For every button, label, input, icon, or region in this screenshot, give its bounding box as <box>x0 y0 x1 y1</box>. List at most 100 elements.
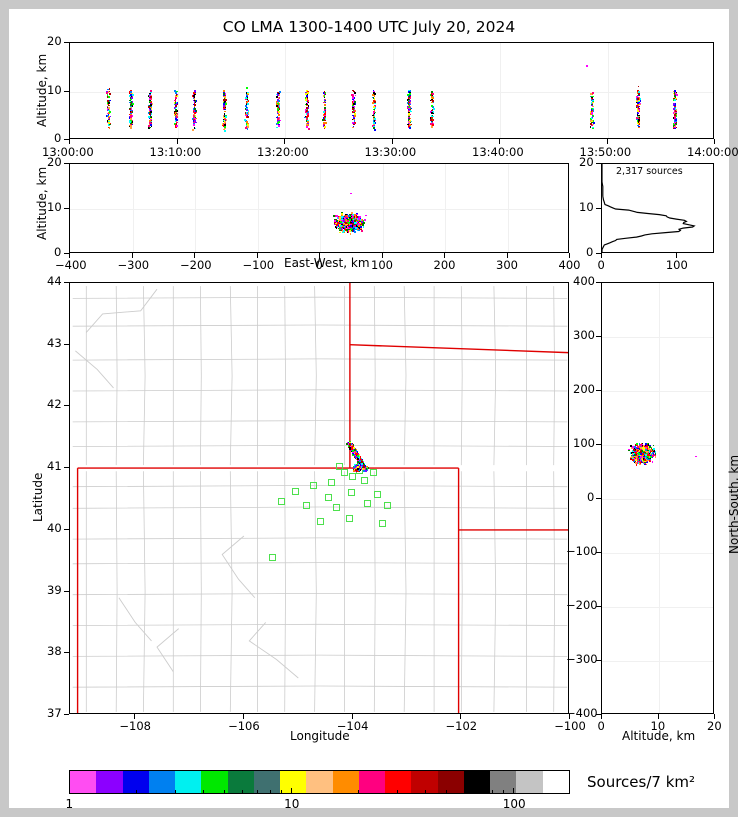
source-point <box>176 109 178 112</box>
source-point <box>246 95 249 98</box>
lma-station-marker <box>379 520 386 528</box>
source-point <box>305 91 308 94</box>
source-point <box>373 92 376 95</box>
source-point <box>107 113 110 116</box>
source-point <box>346 231 349 234</box>
source-point <box>592 115 595 117</box>
source-point <box>305 119 308 122</box>
source-point <box>672 97 675 100</box>
source-point <box>148 112 151 114</box>
source-point <box>407 123 409 126</box>
source-point <box>356 221 359 224</box>
source-point <box>336 224 339 227</box>
source-point <box>430 123 433 126</box>
tick-label: 38 <box>47 644 62 659</box>
source-point <box>129 118 132 121</box>
source-point <box>147 115 150 118</box>
source-point <box>149 113 151 116</box>
source-point <box>276 93 278 96</box>
source-point <box>176 90 178 93</box>
source-point <box>345 229 348 231</box>
source-point <box>247 109 250 112</box>
source-point <box>353 116 355 119</box>
source-point <box>244 108 247 110</box>
source-point <box>342 226 345 229</box>
tick-label: −100 <box>242 258 275 272</box>
source-point <box>175 111 177 114</box>
source-point <box>431 126 433 128</box>
source-point <box>306 110 309 112</box>
source-point <box>372 90 375 92</box>
source-point <box>277 106 280 109</box>
source-point <box>108 90 111 93</box>
tick-label: −400 <box>55 258 87 272</box>
source-point <box>673 105 676 108</box>
source-point <box>174 90 177 92</box>
lma-figure: CO LMA 1300-1400 UTC July 20, 2024 0 10 20… <box>9 9 738 811</box>
source-point <box>430 125 433 127</box>
tick-label: −100 <box>554 719 586 733</box>
source-point <box>276 105 279 107</box>
source-point <box>176 102 179 104</box>
source-point <box>674 98 676 101</box>
source-point <box>149 104 151 107</box>
source-point <box>130 89 132 92</box>
source-point <box>362 467 366 471</box>
source-point <box>307 113 310 116</box>
source-point <box>592 107 595 110</box>
source-point <box>223 120 226 122</box>
source-point <box>353 113 356 115</box>
source-point <box>430 119 433 122</box>
source-point <box>592 105 594 108</box>
source-point <box>373 98 376 100</box>
source-point <box>352 93 354 96</box>
tick-label: −200 <box>180 258 212 272</box>
tick-label: 10 <box>47 200 62 214</box>
source-point <box>358 460 361 463</box>
source-point <box>409 101 411 103</box>
source-point <box>108 112 110 115</box>
source-point <box>360 224 363 227</box>
source-point <box>637 103 639 106</box>
source-point <box>636 105 639 107</box>
source-point <box>224 96 226 98</box>
source-point <box>408 116 411 119</box>
source-point <box>276 116 279 119</box>
source-point <box>148 126 151 129</box>
source-point <box>107 88 109 91</box>
source-point <box>325 121 327 124</box>
source-point <box>107 118 110 121</box>
source-point <box>342 230 345 232</box>
source-point <box>324 107 326 109</box>
source-point <box>353 102 356 105</box>
source-point <box>357 457 360 460</box>
source-point <box>409 120 411 123</box>
source-point <box>223 119 226 121</box>
source-point <box>222 124 224 127</box>
source-point <box>353 91 356 94</box>
source-point <box>352 109 355 112</box>
source-point <box>637 105 640 108</box>
source-point <box>636 116 638 119</box>
source-point <box>338 229 341 232</box>
source-point <box>673 117 675 119</box>
source-point <box>174 117 177 120</box>
source-point <box>107 102 110 104</box>
source-point <box>149 100 152 103</box>
source-point <box>245 96 247 99</box>
source-point <box>356 229 359 232</box>
source-point <box>306 93 309 96</box>
source-point <box>637 111 640 114</box>
source-point <box>638 109 640 111</box>
tick-label: 0 <box>54 245 62 259</box>
source-point <box>149 107 152 110</box>
source-point <box>590 108 593 111</box>
source-point <box>194 120 196 122</box>
source-point <box>223 113 226 116</box>
source-point <box>337 217 340 219</box>
source-point <box>431 92 434 95</box>
source-point <box>277 108 279 111</box>
source-point <box>675 94 678 96</box>
source-point <box>131 103 134 106</box>
source-point <box>174 122 177 125</box>
